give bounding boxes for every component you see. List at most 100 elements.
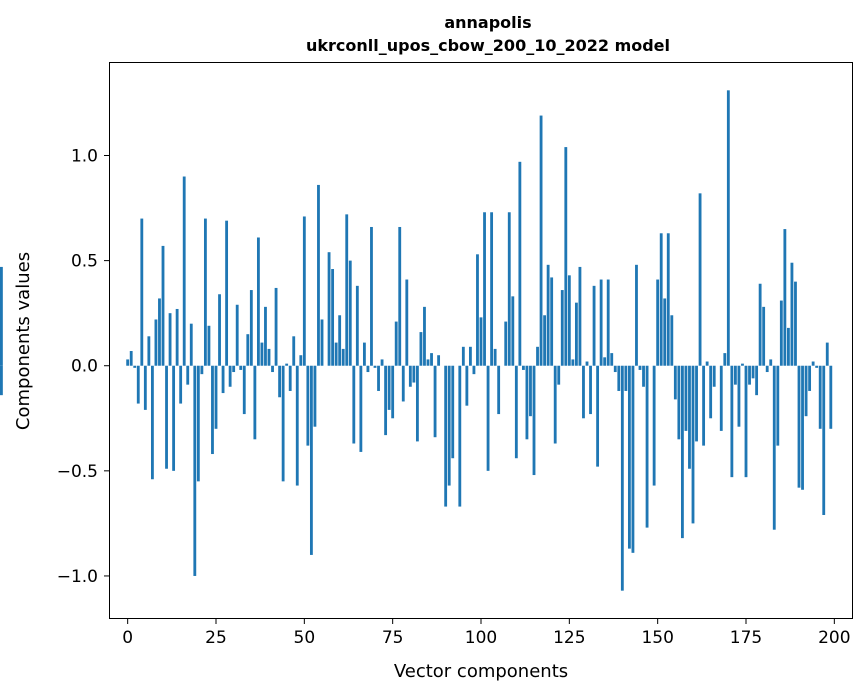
bar: [158, 298, 161, 366]
bar: [613, 365, 617, 373]
bar: [684, 365, 688, 431]
bar: [447, 365, 451, 486]
bar: [737, 365, 741, 427]
bar: [772, 365, 776, 530]
bar: [521, 365, 525, 370]
bar: [656, 279, 660, 366]
bar: [352, 365, 356, 444]
bar: [670, 315, 674, 366]
bar: [373, 365, 377, 368]
bar: [550, 277, 554, 366]
bar: [776, 365, 780, 446]
bar: [302, 216, 306, 366]
bar: [165, 365, 168, 469]
bar: [232, 365, 236, 373]
bar: [779, 300, 783, 366]
bar: [794, 281, 797, 366]
bar: [610, 353, 614, 366]
bar: [133, 365, 137, 368]
bar: [596, 365, 600, 467]
bar: [758, 283, 762, 366]
bar: [504, 321, 508, 366]
x-tick-label: 25: [205, 628, 227, 648]
bar: [317, 184, 320, 366]
bar: [370, 226, 373, 366]
bar: [751, 365, 755, 379]
bar: [705, 361, 709, 366]
x-tick-label: 100: [465, 628, 497, 648]
x-tick-label: 175: [730, 628, 762, 648]
bar: [536, 346, 539, 366]
bar: [196, 365, 200, 482]
bar: [529, 365, 532, 417]
y-axis-ticks: −1.0 −0.5 0.0 0.5 1.0: [57, 147, 110, 587]
bar: [320, 319, 324, 366]
bar: [398, 226, 402, 366]
bar: [769, 359, 773, 366]
bar: [309, 365, 313, 555]
bar: [507, 212, 511, 366]
bar: [246, 334, 250, 366]
bar: [483, 212, 486, 366]
bar: [401, 365, 405, 402]
bar: [412, 365, 416, 383]
bar: [822, 365, 826, 515]
bar: [377, 365, 380, 391]
bar: [147, 336, 151, 366]
bar: [511, 296, 515, 366]
y-tick-label: 0.0: [71, 357, 98, 377]
bar: [748, 365, 751, 385]
bar: [451, 365, 455, 459]
bar-series: [0, 90, 833, 591]
x-tick-label: 200: [818, 628, 850, 648]
bar: [603, 357, 607, 366]
bar: [175, 308, 179, 366]
bar: [161, 245, 165, 366]
bar: [652, 365, 656, 486]
x-tick-label: 75: [382, 628, 404, 648]
x-tick-label: 150: [641, 628, 673, 648]
bar: [786, 327, 790, 366]
chart-subtitle: ukrconll_upos_cbow_200_10_2022 model: [306, 36, 670, 55]
bar: [299, 355, 303, 366]
bar: [490, 212, 494, 366]
bar: [695, 365, 698, 442]
bar: [193, 365, 197, 576]
bar: [387, 365, 391, 410]
bar: [225, 220, 229, 366]
bar: [239, 365, 243, 370]
bar: [762, 306, 766, 366]
bar: [366, 365, 370, 373]
bar: [624, 365, 628, 391]
bar: [0, 266, 3, 366]
bar: [620, 365, 624, 591]
bar: [723, 353, 727, 366]
bar: [638, 365, 642, 370]
bar: [765, 365, 769, 373]
bar: [285, 363, 289, 366]
bar: [673, 365, 677, 400]
bar: [433, 365, 437, 438]
bar: [362, 342, 366, 366]
bar: [578, 266, 582, 366]
bar: [797, 365, 801, 488]
bar: [136, 365, 140, 404]
bar: [0, 365, 3, 396]
x-tick-label: 50: [294, 628, 316, 648]
bar: [129, 351, 133, 366]
bar: [341, 348, 345, 366]
bar: [249, 290, 253, 366]
bar: [744, 365, 748, 478]
bar: [214, 365, 218, 429]
x-axis-ticks: 0 25 50 75 100 125 150 175 200: [122, 618, 851, 648]
bar: [143, 365, 147, 410]
bar: [709, 365, 713, 419]
bar: [408, 365, 412, 387]
bar: [818, 365, 822, 429]
bar: [564, 147, 568, 366]
bar: [200, 365, 204, 375]
bar: [804, 365, 808, 417]
bar: [384, 365, 388, 436]
bar: [532, 365, 536, 476]
